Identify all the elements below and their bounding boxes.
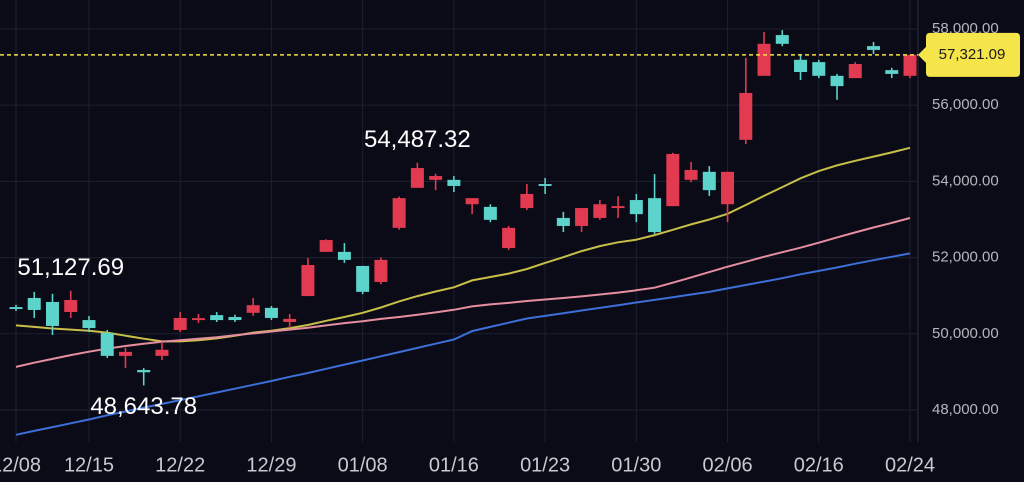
y-tick-label: 54,000.00 (932, 172, 999, 189)
candle-body (721, 171, 735, 205)
candle-body (27, 297, 41, 310)
y-tick-label: 50,000.00 (932, 325, 999, 342)
x-tick-label: 12/22 (155, 454, 205, 476)
candle-body (191, 318, 205, 321)
candle-body (45, 301, 59, 326)
last-price-label: 57,321.09 (939, 46, 1006, 63)
candle-body (118, 351, 132, 356)
candle-body (648, 198, 662, 233)
x-tick-label: 01/30 (611, 454, 661, 476)
candle-body (684, 169, 698, 180)
candle-body (739, 92, 753, 140)
candle-body (629, 200, 643, 215)
x-tick-label: 01/08 (338, 454, 388, 476)
candle-body (502, 227, 516, 249)
candle-body (775, 35, 789, 44)
candle-body (593, 204, 607, 218)
candle-body (264, 307, 278, 318)
candle-body (556, 217, 570, 226)
moving-average-line (15, 252, 911, 436)
candle-body (210, 315, 224, 321)
x-tick-label: 02/16 (794, 454, 844, 476)
candle-body (465, 198, 479, 205)
candle-body (9, 307, 23, 310)
candle-body (173, 317, 187, 330)
candle-body (520, 193, 534, 209)
candle-body (848, 64, 862, 79)
annotation: 51,127.69 (17, 254, 124, 281)
candle-body (319, 240, 333, 252)
y-tick-label: 58,000.00 (932, 20, 999, 37)
x-tick-label: 12/08 (0, 454, 41, 476)
candle-body (228, 317, 242, 321)
candle-body (575, 208, 589, 226)
candle-body (155, 349, 169, 356)
candle-body (100, 333, 114, 356)
candle-body (82, 320, 96, 329)
candle-body (337, 251, 351, 260)
last-price-badge (918, 32, 1020, 77)
annotation: 48,643.78 (90, 393, 197, 420)
x-tick-label: 12/29 (246, 454, 296, 476)
candle-body (137, 369, 151, 373)
candle-body (812, 62, 826, 76)
annotation: 54,487.32 (364, 126, 471, 153)
candle-body (246, 305, 260, 313)
candle-body (757, 43, 771, 76)
candle-body (64, 299, 78, 312)
candle-body (885, 70, 899, 74)
candle-body (410, 168, 424, 188)
y-tick-label: 56,000.00 (932, 96, 999, 113)
candle-body (702, 171, 716, 191)
x-tick-label: 02/06 (703, 454, 753, 476)
candle-body (830, 75, 844, 87)
x-tick-label: 01/23 (520, 454, 570, 476)
candle-body (611, 206, 625, 209)
candle-body (794, 59, 808, 73)
candle-body (374, 259, 388, 282)
candle-body (538, 184, 552, 186)
candle-body (356, 265, 370, 292)
x-tick-label: 12/15 (64, 454, 114, 476)
y-tick-label: 48,000.00 (932, 401, 999, 418)
x-tick-label: 02/24 (885, 454, 935, 476)
candle-body (429, 176, 443, 180)
candle-body (867, 46, 881, 50)
candle-body (666, 153, 680, 207)
moving-average-line (15, 217, 911, 368)
candle-body (283, 318, 297, 322)
candle-body (483, 206, 497, 220)
candle-body (903, 54, 917, 76)
candle-body (447, 179, 461, 186)
candle-body (392, 198, 406, 228)
candle-body (301, 265, 315, 297)
x-tick-label: 01/16 (429, 454, 479, 476)
y-tick-label: 52,000.00 (932, 249, 999, 266)
